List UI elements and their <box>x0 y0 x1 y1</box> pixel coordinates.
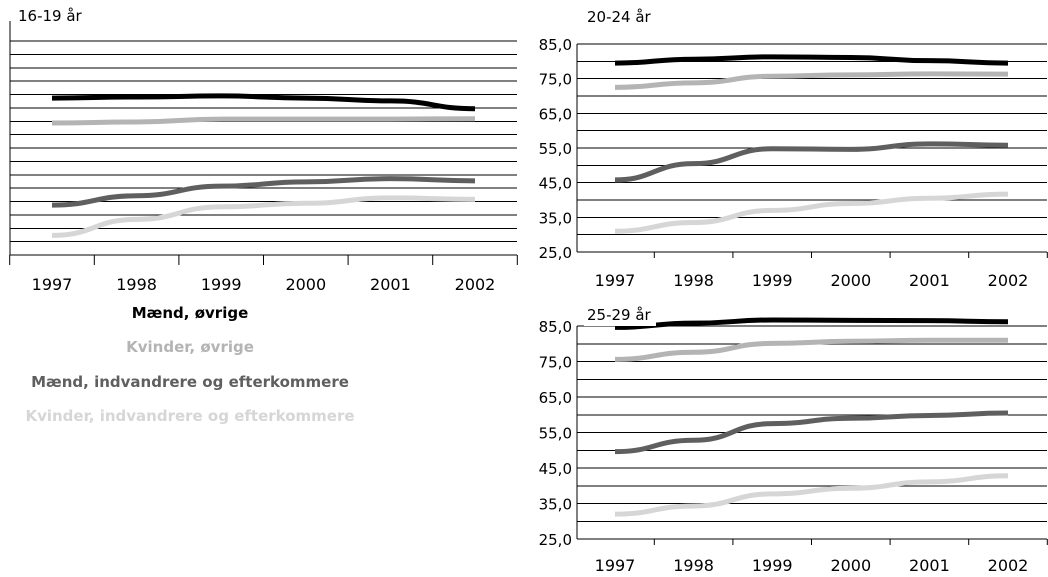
series-line-3 <box>614 141 1009 183</box>
legend: Mænd, øvrige Kvinder, øvrige Mænd, indva… <box>0 300 357 440</box>
x-tick-label: 1997 <box>595 271 636 290</box>
x-tick-label: 2000 <box>830 271 871 290</box>
legend-entry-maend-ovrige: Mænd, øvrige <box>131 304 249 322</box>
y-tick-label: 85,0 <box>539 36 572 54</box>
legend-entry-kvinder-ovrige: Kvinder, øvrige <box>126 338 254 356</box>
y-tick-label: 85,0 <box>539 318 572 336</box>
series-line-1 <box>614 54 1009 66</box>
title-background <box>584 6 656 28</box>
series-line-2 <box>51 116 476 126</box>
y-tick-label: 65,0 <box>539 105 572 123</box>
legend-entry-kvinder-indvandrere: Kvinder, indvandrere og efterkommere <box>25 407 355 425</box>
y-tick-label: 25,0 <box>539 244 572 262</box>
series-line-2 <box>614 337 1008 362</box>
title-background <box>15 5 87 27</box>
series-line-3 <box>614 410 1009 455</box>
title-background <box>584 304 656 326</box>
legend-entry-maend-indvandrere: Mænd, indvandrere og efterkommere <box>31 373 349 391</box>
x-tick-label: 1999 <box>752 271 793 290</box>
series-line-4 <box>614 473 1009 517</box>
y-tick-label: 75,0 <box>539 71 572 89</box>
chart-title: 20-24 år <box>587 8 652 26</box>
y-tick-label: 45,0 <box>539 175 572 193</box>
x-tick-label: 2000 <box>285 275 326 294</box>
x-tick-label: 1997 <box>32 275 73 294</box>
x-tick-label: 1998 <box>116 275 157 294</box>
series-line-3 <box>51 176 476 208</box>
y-tick-label: 45,0 <box>539 460 572 478</box>
y-tick-label: 55,0 <box>539 140 572 158</box>
x-tick-label: 1999 <box>201 275 242 294</box>
series-line-2 <box>614 71 1009 90</box>
chart-0: 1997 1998 1999 2000 2001 2002 16-19 år <box>9 5 518 294</box>
x-tick-label: 1998 <box>673 271 714 290</box>
series-line-4 <box>51 195 476 238</box>
x-tick-label: 2002 <box>988 271 1029 290</box>
x-tick-label: 2001 <box>909 556 950 575</box>
x-tick-label: 2001 <box>370 275 411 294</box>
y-tick-label: 75,0 <box>539 354 572 372</box>
x-tick-label: 1998 <box>673 556 714 575</box>
x-tick-label: 1997 <box>595 556 636 575</box>
y-tick-label: 65,0 <box>539 389 572 407</box>
chart-title: 16-19 år <box>18 7 83 25</box>
chart-title: 25-29 år <box>587 306 652 324</box>
x-tick-label: 2000 <box>830 556 871 575</box>
x-tick-label: 2001 <box>909 271 950 290</box>
series-line-4 <box>614 191 1009 234</box>
x-tick-label: 1999 <box>752 556 793 575</box>
series-line-1 <box>51 93 476 112</box>
series-line-1 <box>614 317 1009 330</box>
y-tick-label: 25,0 <box>539 531 572 549</box>
x-tick-label: 2002 <box>988 556 1029 575</box>
chart-1: 85,0 75,0 65,0 55,0 45,0 35,0 25,0 1997 1998 1999… <box>539 6 1048 290</box>
y-tick-label: 55,0 <box>539 425 572 443</box>
chart-2: 85,0 75,0 65,0 55,0 45,0 35,0 25,0 1997 1998 1999… <box>539 304 1048 575</box>
x-tick-label: 2002 <box>455 275 496 294</box>
y-tick-label: 35,0 <box>539 209 572 227</box>
y-tick-label: 35,0 <box>539 496 572 514</box>
